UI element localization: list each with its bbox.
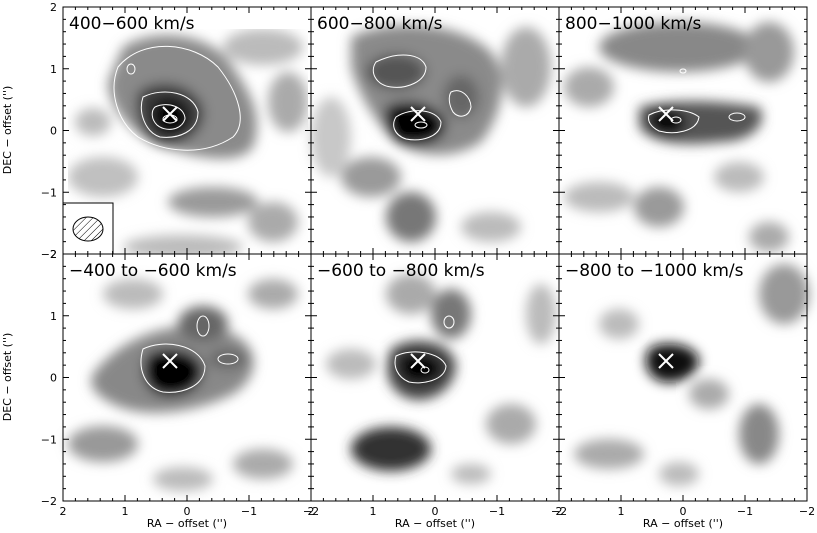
panel-label: 600−800 km/s: [317, 14, 443, 34]
x-cross-icon: [162, 106, 178, 122]
emission-map: [68, 29, 308, 259]
x-tick-label: 2: [556, 505, 563, 518]
panel-label: −800 to −1000 km/s: [565, 261, 744, 281]
y-tick-label: 0: [50, 125, 57, 138]
x-tick-label: −2: [551, 505, 567, 518]
y-tick-label: −2: [41, 495, 57, 508]
x-tick-label: 1: [370, 505, 377, 518]
y-axis-title: DEC − offset (''): [1, 333, 14, 422]
x-tick-label: 0: [184, 505, 191, 518]
x-cross-icon: [658, 353, 674, 369]
panel-3: 800−1000 km/s: [558, 6, 808, 255]
x-tick-label: 2: [60, 505, 67, 518]
y-tick-label: 0: [50, 372, 57, 385]
x-cross-icon: [410, 106, 426, 122]
x-tick-label: 1: [122, 505, 129, 518]
panel-label: −600 to −800 km/s: [317, 261, 485, 281]
x-tick-label: 0: [680, 505, 687, 518]
x-tick-label: 0: [432, 505, 439, 518]
y-tick-label: −2: [41, 248, 57, 261]
beam-inset: [62, 202, 114, 255]
y-tick-label: 2: [50, 248, 57, 261]
y-tick-label: 1: [50, 310, 57, 323]
x-tick-label: −1: [241, 505, 257, 518]
panel-4: −400 to −600 km/s: [62, 253, 312, 502]
x-tick-label: −1: [489, 505, 505, 518]
panel-2: 600−800 km/s: [310, 6, 560, 255]
y-axis-title: DEC − offset (''): [1, 86, 14, 175]
x-tick-label: 1: [618, 505, 625, 518]
x-tick-label: −2: [303, 505, 319, 518]
x-tick-label: −1: [737, 505, 753, 518]
y-tick-label: 1: [50, 63, 57, 76]
y-tick-label: −1: [41, 186, 57, 199]
x-axis-title: RA − offset (''): [643, 517, 723, 530]
y-tick-label: 2: [50, 1, 57, 14]
x-axis-title: RA − offset (''): [147, 517, 227, 530]
x-tick-label: 2: [308, 505, 315, 518]
panel-1: 400−600 km/s: [62, 6, 312, 259]
x-axis-title: RA − offset (''): [395, 517, 475, 530]
panel-6: −800 to −1000 km/s: [558, 253, 809, 502]
panel-label: −400 to −600 km/s: [69, 261, 237, 281]
panel-label: 400−600 km/s: [69, 14, 195, 34]
x-tick-label: −2: [799, 505, 815, 518]
y-tick-label: −1: [41, 433, 57, 446]
x-cross-icon: [162, 353, 178, 369]
panel-5: −600 to −800 km/s: [310, 253, 560, 502]
hatched-ellipse-icon: [72, 216, 104, 242]
x-cross-icon: [410, 353, 426, 369]
panel-label: 800−1000 km/s: [565, 14, 701, 34]
x-cross-icon: [658, 106, 674, 122]
